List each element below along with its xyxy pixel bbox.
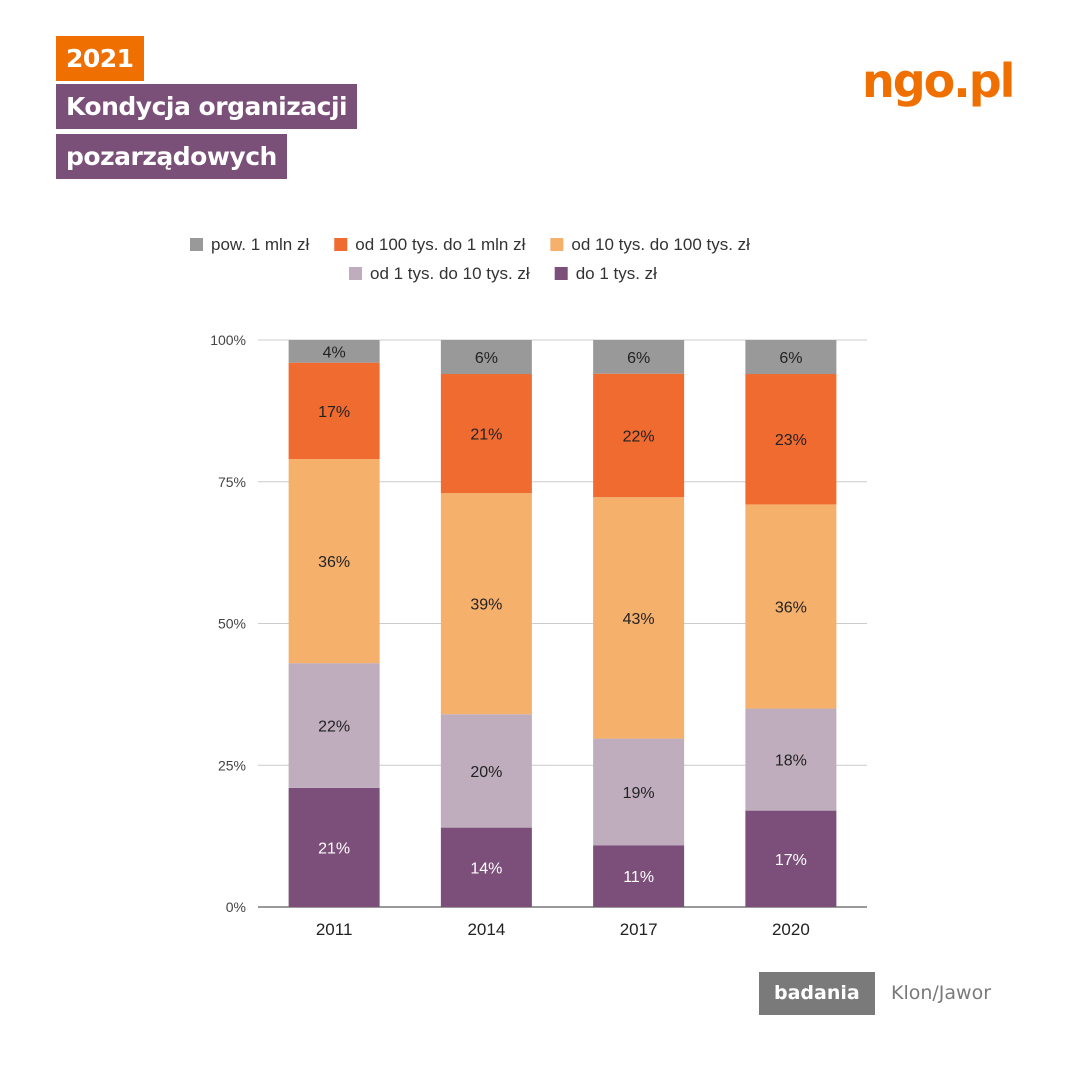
data-label: 22% (623, 428, 655, 445)
data-label: 36% (318, 554, 350, 571)
data-label: 39% (470, 597, 502, 614)
bar-segment (593, 738, 685, 846)
x-tick-label: 2011 (316, 920, 353, 939)
data-label: 19% (623, 785, 655, 802)
x-tick-label: 2014 (467, 920, 505, 939)
legend-label: od 10 tys. do 100 tys. zł (571, 235, 750, 254)
bar-segment (745, 504, 837, 709)
data-label: 6% (475, 350, 498, 367)
bar-segment (440, 493, 532, 715)
bar-segment (745, 810, 837, 907)
y-tick-label: 25% (218, 757, 246, 773)
data-label: 18% (775, 753, 807, 770)
bar-segment (440, 340, 532, 375)
data-label: 6% (627, 350, 650, 367)
year-badge: 2021 (56, 36, 144, 81)
legend-label: do 1 tys. zł (576, 264, 657, 283)
y-tick-label: 50% (218, 616, 246, 632)
data-label: 23% (775, 432, 807, 449)
bar-segment (593, 497, 685, 739)
source-label: Klon/Jawor (891, 982, 992, 1004)
bar-segment (593, 845, 685, 907)
y-tick-label: 100% (210, 332, 246, 348)
bar-segment (440, 714, 532, 828)
data-label: 14% (470, 860, 502, 877)
data-label: 4% (323, 344, 346, 361)
data-label: 11% (623, 869, 654, 886)
data-label: 36% (775, 599, 807, 616)
y-tick-label: 0% (226, 899, 246, 915)
bar-segment (288, 459, 380, 664)
legend-swatch (554, 267, 568, 280)
bar-segment (288, 362, 380, 460)
data-label: 43% (623, 611, 655, 628)
legend-label: pow. 1 mln zł (211, 235, 309, 254)
data-label: 20% (470, 764, 502, 781)
bar-segment (288, 340, 380, 363)
data-label: 21% (470, 427, 502, 444)
title-line-2: pozarządowych (56, 134, 287, 179)
data-label: 6% (779, 350, 802, 367)
title-line-1: Kondycja organizacji (56, 84, 358, 129)
bar-segment (593, 373, 685, 498)
y-tick-label: 75% (218, 474, 246, 490)
data-label: 17% (318, 404, 350, 421)
research-badge: badania (759, 972, 875, 1015)
data-label: 21% (318, 840, 350, 857)
legend-swatch (190, 238, 203, 251)
data-label: 22% (318, 719, 350, 736)
bar-segment (440, 827, 532, 907)
legend-label: od 1 tys. do 10 tys. zł (370, 264, 530, 283)
bar-segment (288, 787, 380, 907)
legend-label: od 100 tys. do 1 mln zł (355, 235, 525, 254)
bar-segment (745, 340, 837, 375)
legend-swatch (334, 238, 348, 251)
ngo-logo: ngo.pl (862, 54, 1015, 108)
data-label: 17% (775, 852, 807, 869)
bar-segment (745, 708, 837, 811)
x-tick-label: 2017 (620, 920, 658, 939)
bar-segment (440, 374, 532, 494)
bar-segment (593, 340, 685, 374)
legend-swatch (349, 267, 362, 280)
bar-segment (745, 374, 837, 505)
x-tick-label: 2020 (772, 920, 810, 939)
bar-segment (288, 663, 380, 788)
legend-swatch (550, 238, 564, 251)
